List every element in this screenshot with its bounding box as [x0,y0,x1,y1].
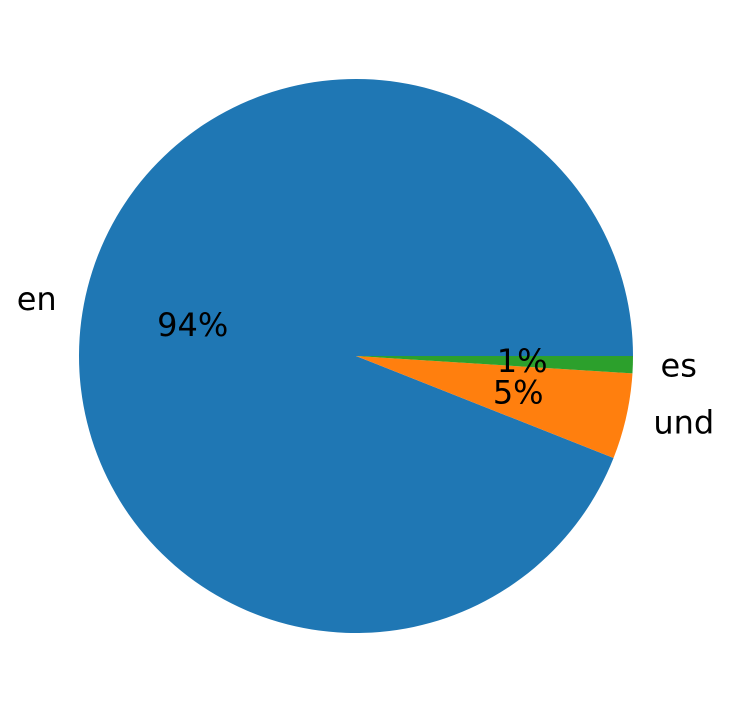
pct-label-und: 5% [493,373,544,411]
slice-label-es: es [661,347,697,385]
pct-label-es: 1% [497,342,548,380]
pie-slice-es [356,356,633,374]
slice-label-und: und [653,403,714,441]
pie-slice-en [78,79,633,634]
pct-label-en: 94% [157,306,228,344]
pie-slice-und [356,356,633,458]
slice-label-en: en [17,280,57,318]
